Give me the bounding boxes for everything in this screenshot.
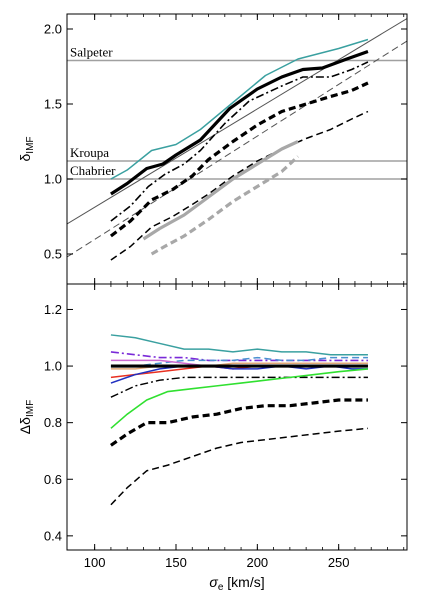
y-axis-label: δIMF — [17, 136, 36, 161]
y-axis-label-main: δ — [17, 154, 33, 162]
y-axis-label: ΔδIMF — [17, 400, 36, 434]
y-tick-label: 0.6 — [44, 472, 62, 487]
x-tick-label: 200 — [246, 555, 268, 570]
series-line-10 — [110, 398, 368, 447]
series-line-3 — [109, 81, 369, 238]
series-line-11 — [110, 427, 369, 506]
series-line-0 — [110, 38, 369, 180]
plot-area — [110, 334, 369, 506]
top-panel: Salpeter Kroupa Chabrier 0.5 1.0 1.5 2.0 δIMF — [17, 13, 408, 285]
y-tick-label: 1.5 — [44, 97, 62, 112]
series-line-6 — [110, 365, 368, 384]
x-axis-label-sub: e — [218, 582, 224, 593]
x-axis-label: σe [km/s] — [209, 574, 264, 593]
x-tick-label: 150 — [165, 555, 187, 570]
series-line-6 — [150, 155, 300, 256]
series-line-2 — [110, 61, 369, 222]
y-tick-label: 1.0 — [44, 172, 62, 187]
ref-label-kroupa: Kroupa — [70, 145, 109, 160]
series-line-8 — [110, 376, 368, 398]
plot-area — [67, 18, 407, 261]
y-tick-label: 1.0 — [44, 359, 62, 374]
series-line-1 — [110, 49, 369, 196]
x-axis-label-main: σ — [209, 574, 218, 590]
y-tick-label: 0.4 — [44, 528, 62, 543]
axes-frame — [66, 283, 408, 551]
bottom-panel: 100 150 200 250 0.4 0.6 0.8 1.0 1.2 ΔδIMF σe [km/s… — [17, 283, 408, 593]
y-tick-label: 1.2 — [44, 302, 62, 317]
y-axis-label-main: Δδ — [17, 417, 33, 434]
series-line-1 — [110, 351, 368, 362]
x-axis-label-unit: [km/s] — [223, 574, 264, 590]
series-line-0 — [110, 334, 368, 356]
y-tick-label: 0.5 — [44, 247, 62, 262]
series-line-4 — [110, 110, 369, 261]
series-line-5 — [142, 140, 299, 241]
diagonal-line-0 — [67, 18, 407, 225]
ref-label-chabrier: Chabrier — [70, 163, 116, 178]
y-axis-label-sub: IMF — [25, 400, 36, 417]
x-tick-label: 250 — [328, 555, 350, 570]
series-line-9 — [110, 368, 369, 429]
y-tick-label: 2.0 — [44, 22, 62, 37]
diagonal-line-1 — [67, 40, 407, 258]
y-axis-label-sub: IMF — [25, 136, 36, 153]
ref-label-salpeter: Salpeter — [70, 45, 113, 60]
y-tick-label: 0.8 — [44, 415, 62, 430]
series-line-2 — [110, 356, 368, 367]
x-tick-label: 100 — [84, 555, 106, 570]
